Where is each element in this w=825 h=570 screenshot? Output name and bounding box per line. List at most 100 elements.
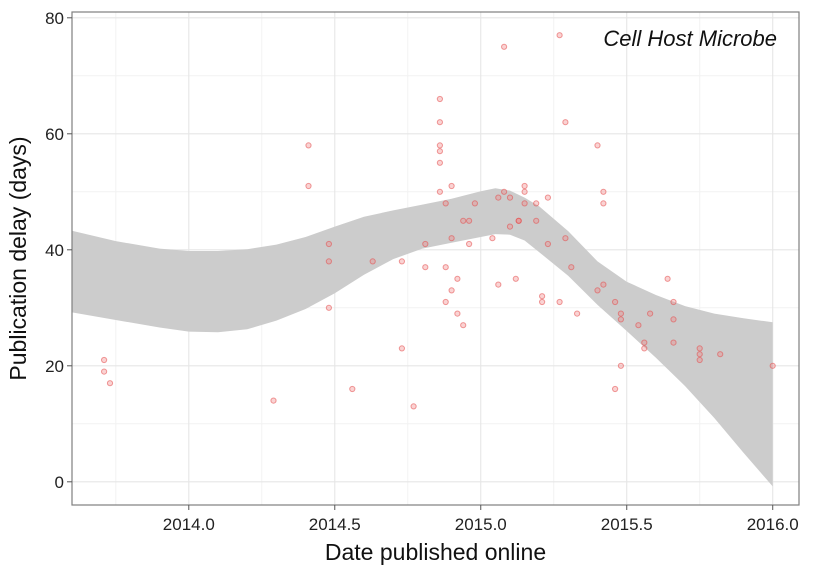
data-point — [641, 339, 648, 346]
data-point — [325, 240, 332, 248]
y-tick-label: 40 — [45, 241, 64, 260]
data-point — [448, 182, 455, 190]
data-point — [305, 182, 312, 190]
data-points — [101, 32, 776, 410]
data-point — [617, 310, 625, 317]
data-point — [410, 403, 417, 410]
data-point — [670, 339, 677, 346]
data-point — [664, 275, 671, 282]
data-point — [539, 298, 546, 306]
data-point — [647, 310, 654, 317]
data-point — [466, 217, 473, 224]
data-point — [489, 235, 496, 242]
data-point — [562, 235, 569, 242]
data-point — [617, 316, 625, 323]
data-point — [466, 240, 473, 248]
data-point — [556, 298, 563, 306]
data-point — [460, 217, 467, 224]
data-point — [544, 240, 552, 248]
data-point — [471, 200, 478, 207]
x-tick-label: 2016.0 — [747, 515, 799, 534]
data-point — [617, 362, 625, 369]
data-point — [670, 298, 677, 306]
data-point — [454, 275, 461, 282]
data-point — [562, 119, 569, 126]
data-point — [398, 345, 405, 352]
data-point — [325, 304, 332, 311]
data-point — [422, 264, 429, 271]
data-point — [448, 287, 455, 294]
data-point — [506, 223, 514, 230]
data-point — [539, 293, 546, 300]
x-tick-label: 2014.0 — [163, 515, 215, 534]
data-point — [696, 345, 703, 352]
y-tick-label: 60 — [45, 125, 64, 144]
data-point — [398, 258, 405, 265]
data-point — [495, 194, 502, 201]
data-point — [512, 275, 519, 282]
data-point — [635, 322, 642, 329]
data-point — [670, 316, 677, 323]
x-tick-label: 2015.0 — [455, 515, 507, 534]
data-point — [544, 194, 552, 201]
data-point — [600, 281, 607, 288]
data-point — [612, 298, 619, 306]
data-point — [521, 200, 528, 207]
confidence-band — [72, 188, 773, 487]
data-point — [696, 356, 703, 364]
data-point — [436, 188, 443, 195]
y-tick-label: 0 — [55, 473, 64, 492]
data-point — [600, 188, 607, 195]
data-point — [515, 217, 522, 224]
data-point — [436, 148, 443, 155]
data-point — [696, 351, 703, 358]
x-axis-title: Date published online — [325, 539, 546, 565]
data-point — [594, 142, 601, 149]
data-point — [717, 351, 724, 358]
data-point — [612, 385, 619, 393]
y-tick-label: 80 — [45, 9, 64, 28]
plot-border — [71, 11, 800, 506]
data-point — [101, 368, 108, 375]
data-point — [442, 264, 449, 271]
data-point — [436, 142, 443, 149]
data-point — [568, 264, 575, 271]
data-point — [436, 159, 443, 166]
data-point — [436, 119, 443, 126]
data-point — [422, 240, 429, 248]
y-axis-title: Publication delay (days) — [5, 136, 31, 380]
data-point — [506, 194, 514, 201]
data-point — [454, 310, 461, 317]
data-point — [641, 345, 648, 352]
data-point — [556, 32, 563, 39]
x-tick-label: 2014.5 — [309, 515, 361, 534]
data-point — [521, 182, 528, 190]
data-point — [349, 385, 356, 393]
data-point — [521, 188, 528, 195]
data-point — [106, 380, 114, 387]
data-point — [495, 281, 502, 288]
data-point — [460, 322, 467, 329]
confidence-band-group — [72, 188, 773, 487]
data-point — [574, 310, 581, 317]
data-point — [501, 43, 508, 50]
data-point — [101, 356, 108, 364]
data-point — [600, 200, 607, 207]
data-point — [448, 235, 455, 242]
data-point — [325, 258, 332, 265]
data-point — [769, 362, 776, 369]
data-point — [436, 95, 443, 103]
data-point — [369, 258, 376, 265]
data-point — [305, 142, 312, 149]
x-tick-label: 2015.5 — [601, 515, 653, 534]
data-point — [533, 217, 540, 224]
data-point — [442, 200, 449, 207]
data-point — [442, 298, 449, 306]
axes: 2014.0 2014.5 2015.0 2015.5 2016.0 0 20 40 60 80 — [45, 9, 799, 534]
chart-annotation: Cell Host Microbe — [603, 26, 777, 51]
y-tick-label: 20 — [45, 357, 64, 376]
data-point — [501, 188, 508, 195]
data-point — [533, 200, 540, 207]
data-point — [270, 397, 277, 404]
